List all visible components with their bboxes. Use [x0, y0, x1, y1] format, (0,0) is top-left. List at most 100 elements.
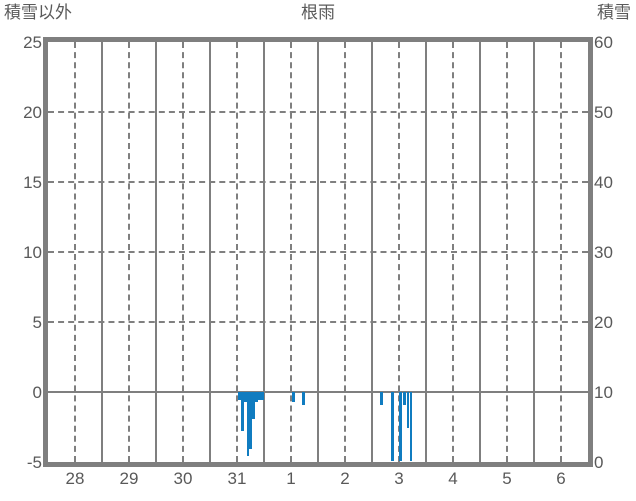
- x-axis-tick: [209, 37, 211, 48]
- bar: [292, 392, 295, 402]
- right-axis-title: 積雪: [597, 3, 631, 22]
- plot-area: [43, 37, 593, 467]
- left-axis-tick-label: 5: [32, 313, 42, 332]
- x-axis-tick: [560, 37, 562, 48]
- x-axis-tick: [236, 37, 238, 48]
- x-axis-tick: [344, 456, 346, 467]
- x-axis-tick-label: 29: [119, 469, 139, 488]
- vertical-gridline-major: [533, 42, 535, 462]
- x-axis-tick: [182, 456, 184, 467]
- x-axis-tick: [236, 456, 238, 467]
- vertical-gridline-major: [479, 42, 481, 462]
- x-axis-tick: [425, 456, 427, 467]
- x-axis-tick: [506, 37, 508, 48]
- x-axis-tick: [398, 456, 400, 467]
- x-axis-tick: [425, 37, 427, 48]
- x-axis-tick: [398, 37, 400, 48]
- vertical-gridline-minor: [74, 42, 76, 462]
- vertical-gridline-minor: [506, 42, 508, 462]
- vertical-gridline-minor: [398, 42, 400, 462]
- right-axis-tick-label: 20: [594, 313, 613, 332]
- y-axis-tick: [582, 391, 593, 393]
- bar: [301, 392, 306, 405]
- x-axis-tick: [74, 37, 76, 48]
- bar: [252, 392, 255, 419]
- right-axis-tick-label: 30: [594, 243, 613, 262]
- x-axis-tick-label: 4: [448, 469, 458, 488]
- bar: [406, 392, 410, 429]
- bar: [399, 392, 402, 461]
- x-axis-tick: [263, 456, 265, 467]
- left-axis-tick-label: 10: [23, 243, 42, 262]
- x-axis-tick: [452, 37, 454, 48]
- vertical-gridline-major: [317, 42, 319, 462]
- x-axis-tick: [506, 456, 508, 467]
- bar: [261, 392, 264, 401]
- bar: [391, 392, 395, 461]
- y-axis-tick: [43, 181, 54, 183]
- vertical-gridline-minor: [236, 42, 238, 462]
- bar: [249, 392, 253, 450]
- y-axis-tick: [43, 251, 54, 253]
- vertical-gridline-major: [425, 42, 427, 462]
- x-axis-tick-label: 3: [394, 469, 404, 488]
- left-axis-tick-label: 20: [23, 103, 42, 122]
- left-axis-tick-label: 15: [23, 173, 42, 192]
- vertical-gridline-minor: [182, 42, 184, 462]
- x-axis-tick: [452, 456, 454, 467]
- x-axis-tick: [560, 456, 562, 467]
- vertical-gridline-major: [155, 42, 157, 462]
- x-axis-tick-label: 6: [556, 469, 566, 488]
- x-axis-tick: [533, 456, 535, 467]
- x-axis-tick: [290, 456, 292, 467]
- x-axis-tick: [479, 37, 481, 48]
- right-axis-tick-label: 0: [594, 453, 604, 472]
- bar-series-precipitation: [48, 42, 588, 462]
- vertical-gridline-minor: [128, 42, 130, 462]
- bar: [241, 392, 244, 432]
- vertical-gridline-major: [263, 42, 265, 462]
- x-axis-tick: [74, 456, 76, 467]
- bar: [409, 392, 413, 461]
- right-axis-tick-label: 40: [594, 173, 613, 192]
- right-axis-tick-label: 10: [594, 383, 613, 402]
- x-axis-tick: [128, 456, 130, 467]
- y-axis-tick: [43, 391, 54, 393]
- x-axis-tick: [209, 456, 211, 467]
- bar: [238, 392, 242, 401]
- x-axis-tick: [317, 37, 319, 48]
- x-axis-tick-label: 1: [286, 469, 296, 488]
- x-axis-tick-label: 2: [340, 469, 350, 488]
- x-axis-tick: [155, 456, 157, 467]
- x-axis-tick: [371, 37, 373, 48]
- x-axis-tick: [182, 37, 184, 48]
- bar: [403, 392, 406, 405]
- x-axis-tick: [344, 37, 346, 48]
- vertical-gridline-minor: [560, 42, 562, 462]
- vertical-gridline-major: [101, 42, 103, 462]
- bar: [380, 392, 384, 405]
- vertical-gridline-major: [209, 42, 211, 462]
- x-axis-tick: [128, 37, 130, 48]
- y-axis-tick: [43, 321, 54, 323]
- x-axis-tick: [101, 456, 103, 467]
- x-axis-tick: [290, 37, 292, 48]
- y-axis-tick: [582, 111, 593, 113]
- vertical-gridline-major: [371, 42, 373, 462]
- left-axis-tick-label: 25: [23, 33, 42, 52]
- x-axis-tick-label: 28: [65, 469, 85, 488]
- x-axis-tick: [371, 456, 373, 467]
- y-axis-tick: [43, 111, 54, 113]
- y-axis-tick: [582, 321, 593, 323]
- x-axis-tick: [317, 456, 319, 467]
- x-axis-tick: [155, 37, 157, 48]
- x-axis-tick: [479, 456, 481, 467]
- bar: [254, 392, 258, 402]
- vertical-gridline-minor: [290, 42, 292, 462]
- bar: [258, 392, 261, 401]
- x-axis-tick-label: 30: [173, 469, 193, 488]
- left-axis-tick-label: 0: [32, 383, 42, 402]
- right-axis-tick-label: 50: [594, 103, 613, 122]
- right-axis-tick-label: 60: [594, 33, 613, 52]
